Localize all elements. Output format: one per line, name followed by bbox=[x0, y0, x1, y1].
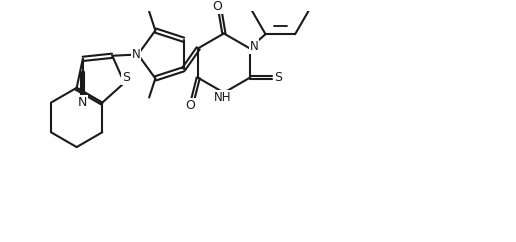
Text: O: O bbox=[185, 99, 195, 112]
Text: S: S bbox=[122, 71, 130, 83]
Text: N: N bbox=[78, 96, 88, 109]
Text: S: S bbox=[274, 71, 282, 84]
Text: N: N bbox=[250, 39, 259, 53]
Text: O: O bbox=[213, 0, 222, 13]
Text: N: N bbox=[132, 48, 140, 61]
Text: NH: NH bbox=[214, 91, 231, 104]
